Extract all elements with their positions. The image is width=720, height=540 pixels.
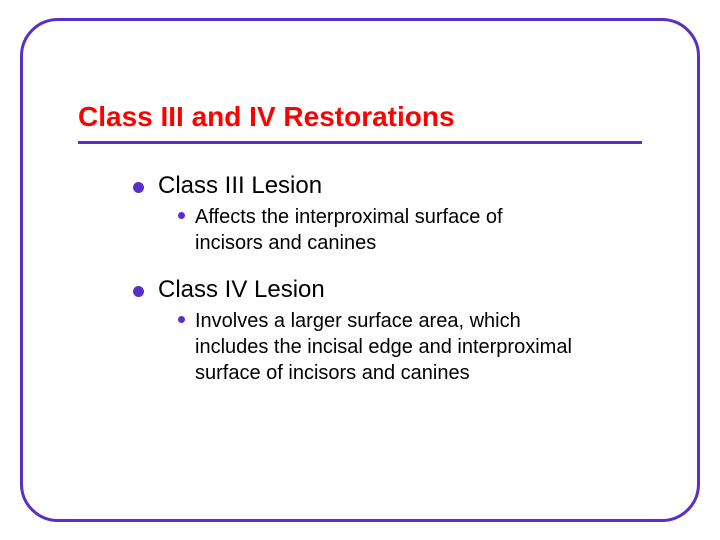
slide-frame: Class III and IV Restorations Class III … — [20, 18, 700, 522]
list-subitem: Involves a larger surface area, which in… — [178, 308, 642, 386]
bullet-sub-icon — [178, 316, 185, 323]
slide-content: Class III and IV Restorations Class III … — [23, 21, 697, 446]
slide-title: Class III and IV Restorations — [78, 101, 642, 144]
list-item: Class III Lesion — [133, 172, 642, 200]
list-subitem-text: Affects the interproximal surface of inc… — [195, 204, 575, 256]
list-item: Class IV Lesion — [133, 276, 642, 304]
bullet-sub-icon — [178, 212, 185, 219]
list-subitem: Affects the interproximal surface of inc… — [178, 204, 642, 256]
list-item-label: Class III Lesion — [158, 172, 322, 200]
bullet-icon — [133, 182, 144, 193]
bullet-icon — [133, 286, 144, 297]
list-item-label: Class IV Lesion — [158, 276, 325, 304]
list-subitem-text: Involves a larger surface area, which in… — [195, 308, 575, 386]
